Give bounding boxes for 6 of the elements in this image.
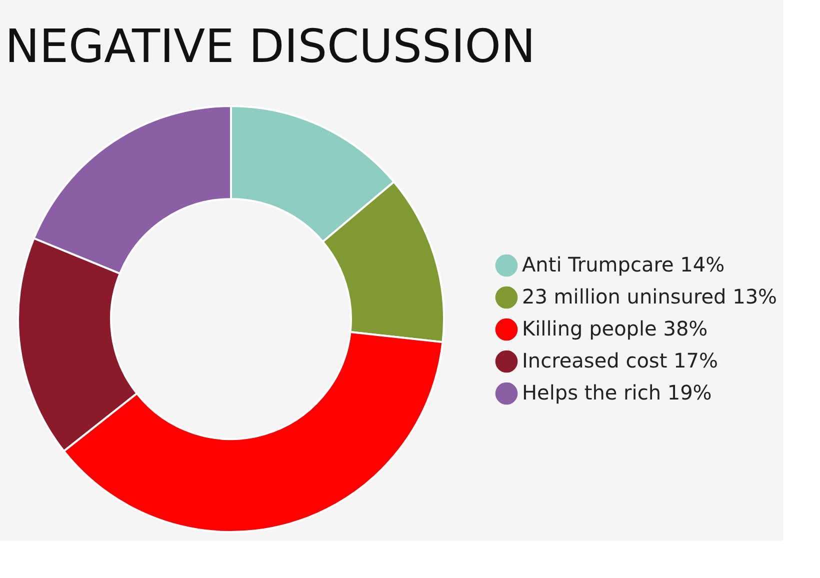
legend-label: 23 million uninsured 13% xyxy=(522,284,778,308)
chart-title: NEGATIVE DISCUSSION xyxy=(5,19,536,73)
legend-label: Killing people 38% xyxy=(522,316,708,340)
legend-label: Anti Trumpcare 14% xyxy=(522,252,725,276)
legend-label: Helps the rich 19% xyxy=(522,380,712,404)
legend-label: Increased cost 17% xyxy=(522,348,718,372)
